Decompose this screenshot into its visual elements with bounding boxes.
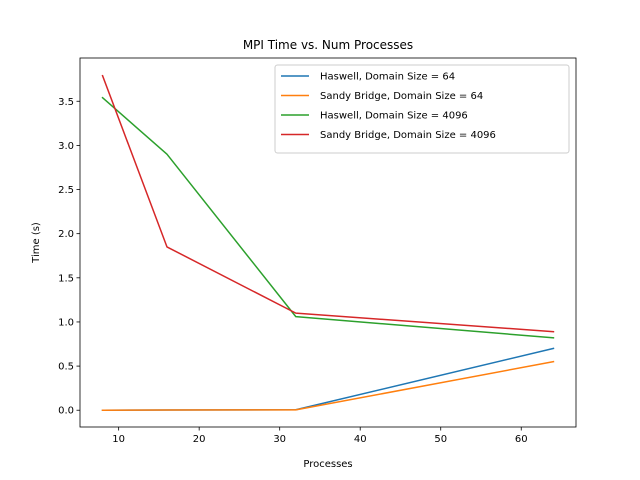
legend-entry-3: Haswell, Domain Size = 4096 [320, 111, 468, 122]
legend-box [274, 64, 570, 154]
series-line-1 [101, 347, 555, 411]
x-tick-label: 40 [354, 434, 367, 445]
x-axis-label: Processes [303, 459, 352, 470]
legend: Haswell, Domain Size = 64 Sandy Bridge, D… [274, 64, 570, 154]
legend-entry-4: Sandy Bridge, Domain Size = 4096 [320, 130, 496, 141]
x-tick-label: 60 [515, 434, 528, 445]
legend-entry-1: Haswell, Domain Size = 64 [320, 72, 455, 83]
y-tick-label: 0.5 [58, 362, 74, 373]
plot-area [101, 74, 555, 411]
x-axis: 10 20 30 40 50 60 [112, 427, 528, 445]
y-tick-label: 2.5 [58, 185, 74, 196]
chart-title: MPI Time vs. Num Processes [243, 38, 413, 52]
y-axis-label: Time (s) [31, 222, 42, 264]
y-tick-label: 3.5 [58, 97, 74, 108]
series-line-4 [101, 74, 555, 333]
y-tick-label: 0.0 [58, 406, 74, 417]
legend-entry-2: Sandy Bridge, Domain Size = 64 [320, 91, 483, 102]
x-tick-label: 10 [112, 434, 125, 445]
y-axis: 0.0 0.5 1.0 1.5 2.0 2.5 3.0 3.5 [58, 97, 80, 417]
y-tick-label: 2.0 [58, 229, 74, 240]
series-line-2 [101, 360, 555, 411]
y-tick-label: 1.0 [58, 317, 74, 328]
y-tick-label: 1.5 [58, 273, 74, 284]
series-line-3 [101, 96, 555, 339]
y-tick-label: 3.0 [58, 141, 74, 152]
x-tick-label: 50 [434, 434, 447, 445]
x-tick-label: 20 [193, 434, 206, 445]
axes-frame [79, 57, 577, 428]
x-tick-label: 30 [273, 434, 286, 445]
